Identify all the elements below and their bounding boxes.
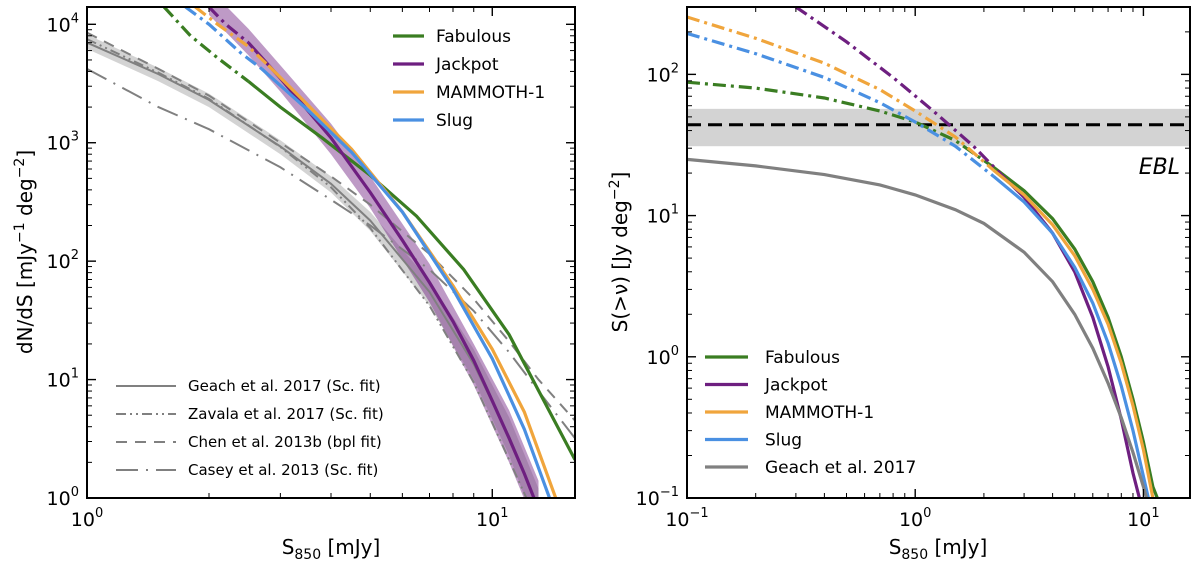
left-series-fabulous-solid xyxy=(247,80,575,461)
right-legend-label-slug: Slug xyxy=(765,431,802,451)
left-legend-label-geach-et-al-2017-sc-fit: Geach et al. 2017 (Sc. fit) xyxy=(188,377,381,395)
right-series-jackpot-solid xyxy=(1004,178,1141,498)
right-series-mammoth-1-solid xyxy=(992,168,1155,498)
right-legend: Fabulous Jackpot MAMMOTH-1 Slug Geach et al.… xyxy=(705,348,916,478)
left-legend-label-fabulous: Fabulous xyxy=(436,27,511,47)
right-x-tick-label: 101 xyxy=(1127,506,1159,531)
left-legend-label-chen-et-al-2013b-bpl-fit: Chen et al. 2013b (bpl fit) xyxy=(188,433,382,451)
left-x-axis-label: S850 [mJy] xyxy=(282,535,381,563)
right-series-slug-solid xyxy=(992,174,1150,498)
left-legend-label-mammoth-1: MAMMOTH-1 xyxy=(436,83,545,103)
left-obs-casey-et-al-2013-sc-fit xyxy=(87,68,575,439)
ebl-label: EBL xyxy=(1139,155,1180,180)
right-y-tick-label: 102 xyxy=(647,61,679,86)
left-axis-ticks: 100 101 100 101 102 103 104 xyxy=(47,7,575,531)
left-series-slug-solid xyxy=(260,67,552,498)
left-y-tick-label: 101 xyxy=(47,367,79,392)
left-y-tick-label: 103 xyxy=(47,130,79,155)
left-obs-chen-et-al-2013b-bpl-fit xyxy=(87,31,575,422)
right-series-mammoth-1-dashdot xyxy=(687,15,995,172)
left-x-tick-label: 101 xyxy=(476,506,508,531)
left-y-tick-label: 104 xyxy=(47,11,79,36)
right-model-series xyxy=(687,7,1159,498)
left-model-series xyxy=(162,7,575,498)
right-series-fabulous-solid xyxy=(992,165,1159,498)
left-legend-label-slug: Slug xyxy=(436,111,473,131)
right-x-axis-label: S850 [mJy] xyxy=(889,535,988,563)
left-obs-zavala-et-al-2017-sc-fit xyxy=(87,38,528,498)
right-y-tick-label: 100 xyxy=(647,344,679,369)
left-series-fabulous-dashdot xyxy=(162,7,250,83)
left-legend-observations: Geach et al. 2017 (Sc. fit) Zavala et al.… xyxy=(116,377,384,479)
left-legend-models: Fabulous Jackpot MAMMOTH-1 Slug xyxy=(393,27,545,131)
right-series-slug-dashdot xyxy=(687,31,995,178)
right-panel: 10−1 100 101 10−1 100 101 102 EBL S850 [mJy] S… xyxy=(607,6,1191,563)
left-x-tick-label: 100 xyxy=(71,506,103,531)
right-legend-label-mammoth-1: MAMMOTH-1 xyxy=(765,403,874,423)
left-series-jackpot-dashdot xyxy=(207,7,250,44)
left-y-tick-label: 100 xyxy=(47,485,79,510)
right-legend-label-jackpot: Jackpot xyxy=(764,376,828,396)
left-band-jackpot xyxy=(209,7,539,498)
right-y-axis-label: S(>ν) [Jy deg−2] xyxy=(607,172,632,333)
ebl-uncertainty-band xyxy=(687,108,1190,147)
right-x-tick-label: 100 xyxy=(899,506,931,531)
right-series-geach-et-al-2017-solid xyxy=(687,157,1149,498)
right-plot-frame xyxy=(686,6,1191,499)
right-legend-label-fabulous: Fabulous xyxy=(765,348,840,368)
right-y-tick-label: 10−1 xyxy=(636,485,679,510)
left-y-tick-label: 102 xyxy=(47,248,79,273)
right-axis-ticks: 10−1 100 101 10−1 100 101 102 xyxy=(636,7,1190,531)
ebl-band xyxy=(687,108,1190,147)
left-uncertainty-bands xyxy=(87,7,539,498)
left-panel: 100 101 100 101 102 103 104 S850 [mJy] dN/dS [… xyxy=(12,6,576,563)
left-y-axis-label: dN/dS [mJy−1 deg−2] xyxy=(12,150,37,354)
left-series-jackpot-solid xyxy=(247,41,536,498)
right-x-tick-label: 10−1 xyxy=(665,506,708,531)
left-legend-label-jackpot: Jackpot xyxy=(435,55,499,75)
left-series-slug-dashdot xyxy=(184,7,263,71)
right-y-tick-label: 101 xyxy=(647,203,679,228)
left-series-mammoth-1-dashdot xyxy=(194,7,270,67)
right-legend-label-geach-et-al-2017: Geach et al. 2017 xyxy=(765,458,916,478)
left-legend-label-casey-et-al-2013-sc-fit: Casey et al. 2013 (Sc. fit) xyxy=(188,461,378,479)
left-legend-label-zavala-et-al-2017-sc-fit: Zavala et al. 2017 (Sc. fit) xyxy=(188,405,384,423)
